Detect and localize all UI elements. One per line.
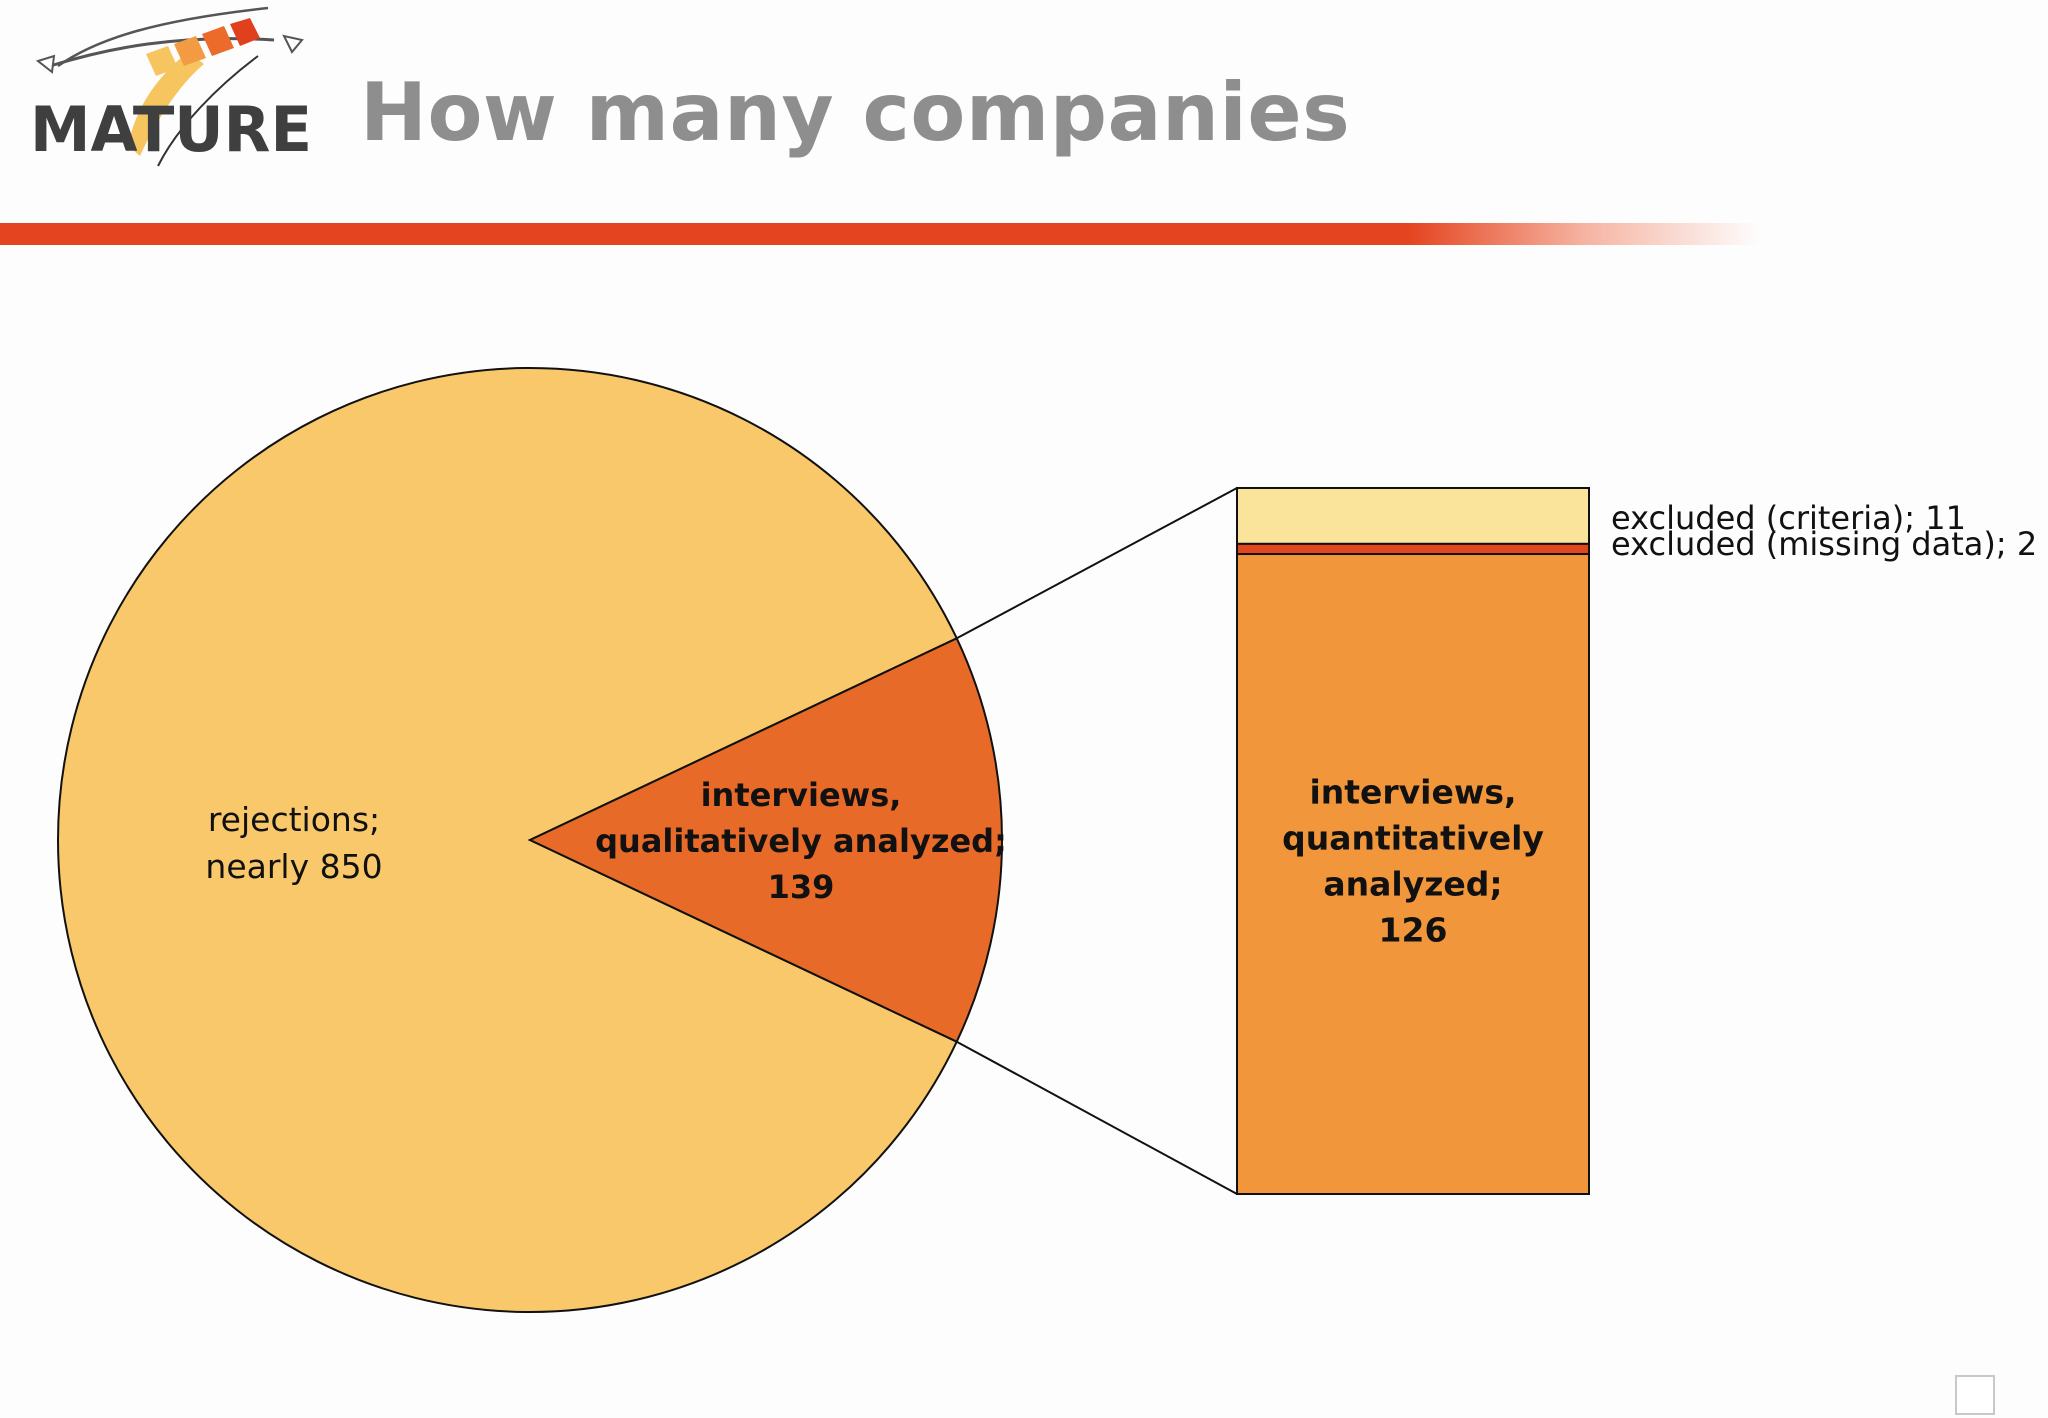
bar-label-excluded-missing: excluded (missing data); 2 [1611, 525, 2037, 563]
bar-segment-excluded-criteria [1236, 487, 1590, 545]
bar-label-excluded-criteria: excluded (criteria); 11 [1611, 499, 1966, 537]
page-title: How many companies [360, 66, 1351, 159]
bar-segment-quantitative [1236, 553, 1590, 1195]
logo-text: MATURE [30, 93, 312, 166]
bar-segment-excluded-missing [1236, 542, 1590, 556]
mature-logo: MATURE [30, 6, 312, 167]
pie-slice-qualitative [527, 636, 1003, 1044]
pie-slice-rejections [57, 367, 959, 1313]
pie-label-qualitative: interviews, qualitatively analyzed; 139 [595, 776, 1007, 906]
connector-line-bottom [956, 1040, 1238, 1195]
title-divider [0, 223, 1760, 245]
bar-label-quantitative: interviews, quantitatively analyzed; 126 [1282, 773, 1544, 950]
slide-corner-box [1955, 1375, 1995, 1415]
pie-label-rejections: rejections; nearly 850 [205, 800, 382, 886]
connector-line-top [956, 487, 1238, 640]
